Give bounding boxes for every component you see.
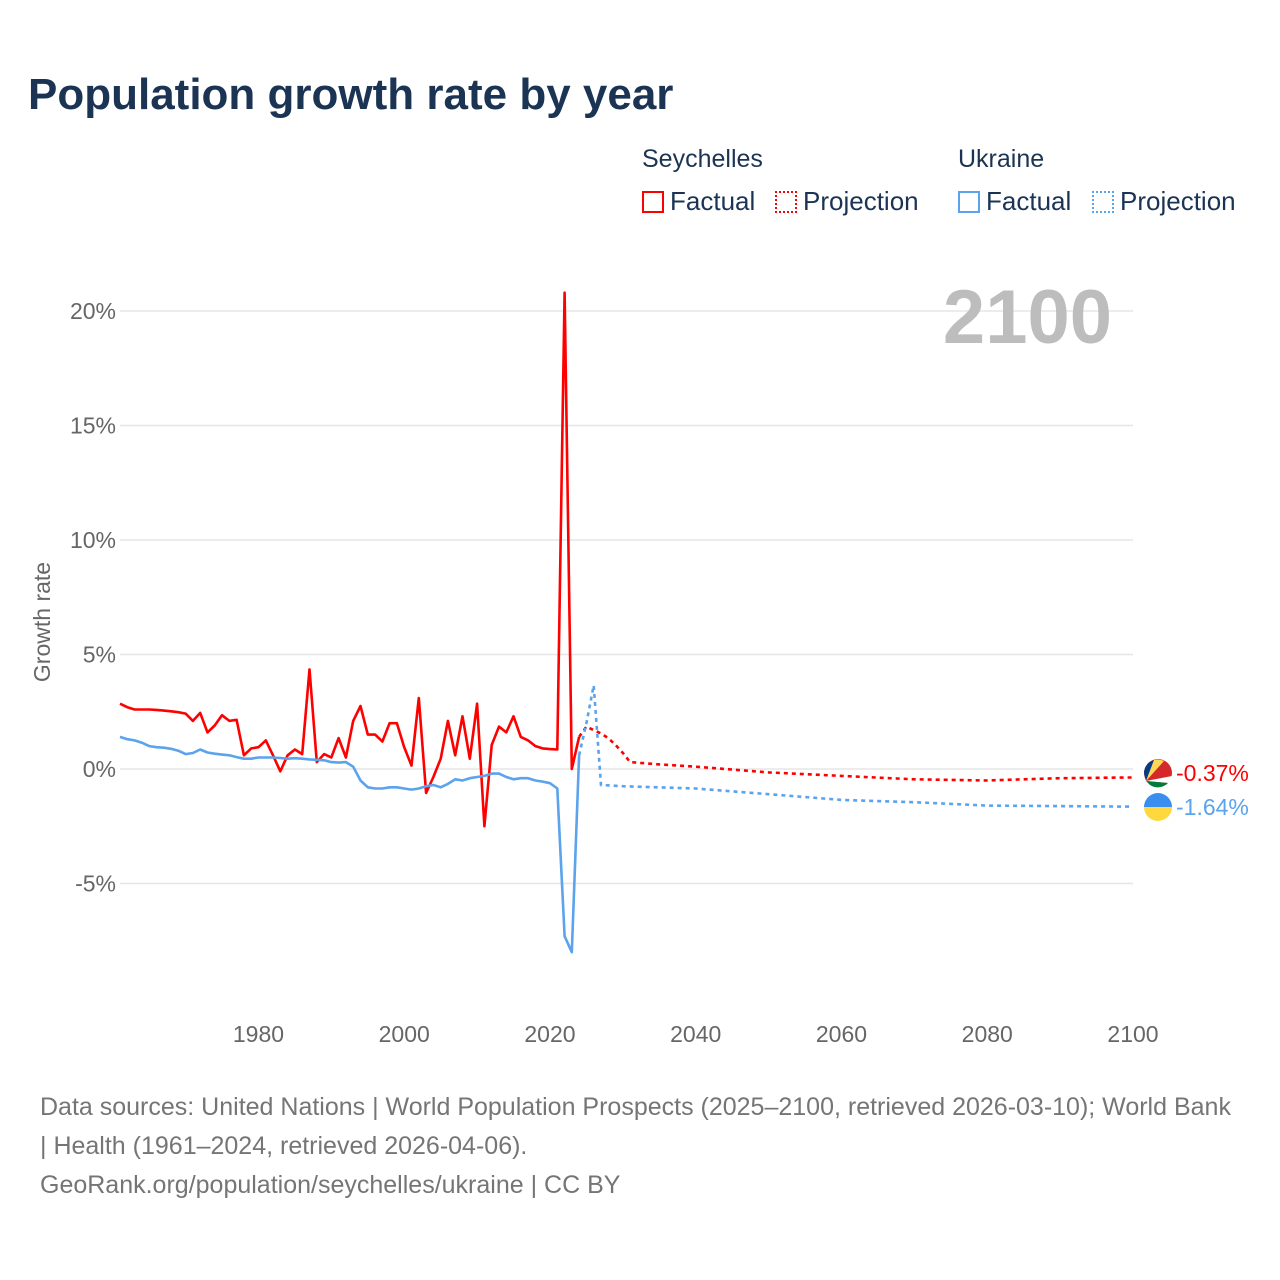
legend-label: Factual	[986, 186, 1072, 216]
end-value-label-seychelles: -0.37%	[1176, 760, 1249, 786]
ukraine-flag-icon	[1144, 793, 1172, 807]
series-seychelles-factual-line	[119, 291, 581, 828]
y-axis-label: Growth rate	[29, 562, 55, 682]
y-tick-label: 15%	[70, 413, 116, 439]
flag-part	[1146, 781, 1168, 788]
footer: Data sources: United Nations | World Pop…	[40, 1088, 1240, 1205]
year-watermark: 2100	[943, 275, 1112, 360]
y-tick-label: -5%	[75, 871, 116, 897]
legend-swatch	[642, 190, 664, 213]
legend-group-ukraine: Ukraine	[958, 145, 1045, 173]
legend-label: Factual	[670, 186, 756, 216]
series-ukraine-factual-line	[119, 735, 581, 954]
flag-part	[1146, 776, 1172, 783]
y-tick-label: 5%	[83, 642, 116, 668]
series-seychelles-projection-line	[578, 724, 1133, 782]
flag-part	[1146, 759, 1164, 781]
x-tick-label: 2000	[379, 1021, 430, 1047]
legend-label: Projection	[1120, 186, 1236, 216]
x-tick-label: 2020	[524, 1021, 575, 1047]
x-tick-label: 2080	[962, 1021, 1013, 1047]
x-tick-label: 2040	[670, 1021, 721, 1047]
flag-part	[1144, 760, 1154, 781]
series-ukraine-projection-line	[577, 685, 1133, 808]
x-tick-label: 1980	[233, 1021, 284, 1047]
chart-title: Population growth rate by year	[28, 70, 674, 119]
legend-label: Projection	[803, 186, 919, 216]
data-sources: Data sources: United Nations | World Pop…	[40, 1093, 1231, 1160]
y-tick-label: 20%	[70, 298, 116, 324]
legend-seychelles-projection[interactable]: Projection	[775, 186, 919, 217]
ukraine-flag-icon-lower	[1144, 807, 1172, 821]
end-value-label-ukraine: -1.64%	[1176, 794, 1249, 820]
x-tick-label: 2100	[1107, 1021, 1158, 1047]
legend-swatch	[775, 190, 797, 213]
y-tick-label: 10%	[70, 527, 116, 553]
legend-swatch	[958, 190, 980, 213]
line-chart: -5% 0% 5% 10% 15% 20% 1980 2000 2020 2040 2060 2080…	[29, 275, 1249, 1047]
legend-swatch	[1092, 190, 1114, 213]
credit: GeoRank.org/population/seychelles/ukrain…	[40, 1171, 621, 1199]
legend-group-seychelles: Seychelles	[642, 145, 763, 173]
legend-ukraine-projection[interactable]: Projection	[1092, 186, 1236, 217]
legend-ukraine-factual[interactable]: Factual	[958, 186, 1071, 217]
legend-seychelles-factual[interactable]: Factual	[642, 186, 755, 217]
x-tick-label: 2060	[816, 1021, 867, 1047]
y-tick-label: 0%	[83, 756, 116, 782]
